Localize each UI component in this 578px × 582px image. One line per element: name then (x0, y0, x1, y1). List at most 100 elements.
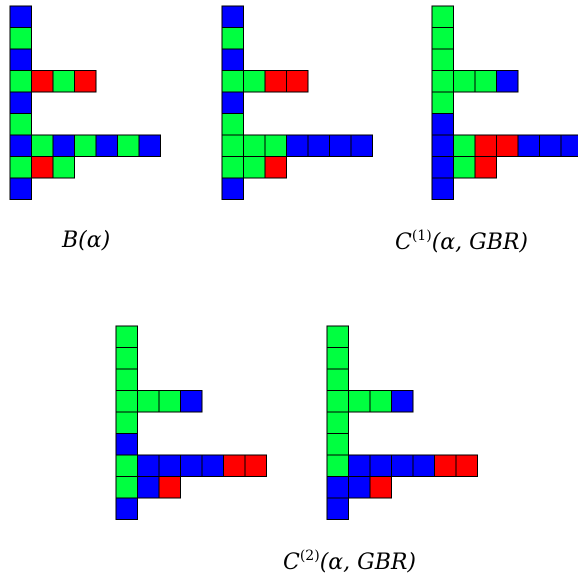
caption-c1-letter: C (395, 230, 412, 255)
cell-green (115, 476, 138, 499)
cell-green (9, 156, 32, 179)
cell-blue (138, 134, 161, 157)
cell-blue (221, 91, 244, 114)
cell-blue (201, 454, 224, 477)
cell-green (52, 156, 75, 179)
caption-b-args: (α) (78, 228, 111, 253)
cell-green (9, 70, 32, 93)
cell-red (286, 70, 309, 93)
cell-red (158, 476, 181, 499)
cell-blue (137, 476, 160, 499)
cell-green (115, 454, 138, 477)
cell-blue (496, 70, 519, 93)
caption-c2-sup: (2) (299, 548, 320, 564)
cell-green (137, 390, 160, 413)
diagram-fig3 (431, 5, 578, 200)
cell-green (431, 5, 454, 28)
cell-green (158, 390, 181, 413)
caption-b-alpha: B(α) (62, 228, 110, 253)
cell-blue (326, 476, 349, 499)
cell-red (455, 454, 478, 477)
cell-green (243, 156, 266, 179)
cell-blue (115, 433, 138, 456)
cell-blue (348, 454, 371, 477)
cell-blue (221, 177, 244, 200)
diagram-fig2 (221, 5, 373, 200)
cell-green (115, 390, 138, 413)
cell-green (31, 134, 54, 157)
caption-c1-args: (α, GBR) (431, 230, 529, 255)
cell-green (326, 368, 349, 391)
cell-blue (180, 390, 203, 413)
cell-green (326, 390, 349, 413)
cell-blue (431, 177, 454, 200)
cell-blue (391, 390, 414, 413)
cell-green (264, 134, 287, 157)
cell-green (431, 70, 454, 93)
cell-red (244, 454, 267, 477)
cell-blue (158, 454, 181, 477)
cell-green (326, 347, 349, 370)
cell-blue (221, 5, 244, 28)
cell-blue (115, 497, 138, 520)
cell-blue (9, 177, 32, 200)
caption-b-letter: B (62, 228, 79, 253)
cell-red (264, 70, 287, 93)
cell-red (264, 156, 287, 179)
cell-green (243, 70, 266, 93)
cell-blue (431, 156, 454, 179)
cell-green (115, 347, 138, 370)
cell-green (453, 134, 476, 157)
cell-red (474, 156, 497, 179)
cell-red (369, 476, 392, 499)
cell-blue (137, 454, 160, 477)
cell-green (326, 454, 349, 477)
cell-green (348, 390, 371, 413)
cell-blue (326, 497, 349, 520)
cell-blue (221, 48, 244, 71)
cell-green (474, 70, 497, 93)
cell-green (369, 390, 392, 413)
cell-red (74, 70, 97, 93)
caption-c2-args: (α, GBR) (319, 550, 417, 575)
cell-green (453, 156, 476, 179)
cell-blue (9, 91, 32, 114)
cell-blue (431, 134, 454, 157)
cell-green (221, 113, 244, 136)
diagram-fig1 (9, 5, 161, 200)
cell-green (9, 27, 32, 50)
cell-green (9, 113, 32, 136)
cell-blue (95, 134, 118, 157)
diagram-fig4 (115, 325, 267, 520)
cell-green (326, 433, 349, 456)
cell-green (117, 134, 140, 157)
cell-green (431, 48, 454, 71)
cell-green (115, 368, 138, 391)
cell-blue (180, 454, 203, 477)
cell-green (221, 134, 244, 157)
cell-blue (391, 454, 414, 477)
cell-green (431, 27, 454, 50)
caption-c2-letter: C (283, 550, 300, 575)
caption-c1: C(1)(α, GBR) (395, 228, 528, 255)
cell-blue (350, 134, 373, 157)
cell-green (326, 411, 349, 434)
cell-blue (560, 134, 578, 157)
cell-green (431, 91, 454, 114)
cell-red (434, 454, 457, 477)
cell-green (453, 70, 476, 93)
cell-green (115, 411, 138, 434)
cell-blue (539, 134, 562, 157)
caption-c1-sup: (1) (411, 228, 432, 244)
caption-c2: C(2)(α, GBR) (283, 548, 416, 575)
cell-green (52, 70, 75, 93)
cell-blue (52, 134, 75, 157)
cell-red (223, 454, 246, 477)
cell-blue (9, 5, 32, 28)
cell-green (74, 134, 97, 157)
cell-green (115, 325, 138, 348)
cell-green (326, 325, 349, 348)
cell-green (221, 156, 244, 179)
cell-blue (286, 134, 309, 157)
